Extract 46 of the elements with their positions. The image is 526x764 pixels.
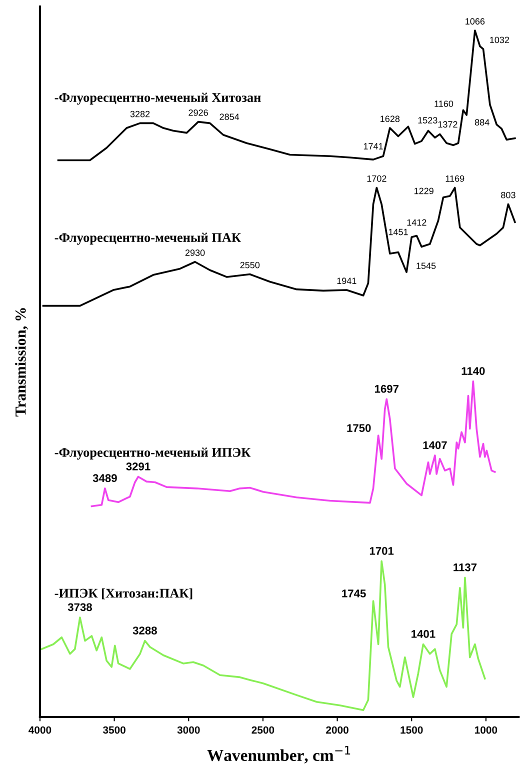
- annotation: 1372: [438, 121, 458, 128]
- annotation: 1750: [347, 424, 371, 432]
- annotation: 1697: [374, 384, 399, 393]
- x-tick-label: 1000: [475, 726, 498, 734]
- text: -Флуоресцентно-меченый ИПЭК: [54, 448, 251, 460]
- y-axis-title: Transmission, %: [15, 308, 28, 417]
- annotation: 1745: [342, 590, 366, 598]
- annotation: 1741: [364, 143, 383, 150]
- annotation: 803: [501, 192, 516, 198]
- annotation: 1407: [423, 441, 447, 450]
- annotation: 2854: [220, 114, 240, 120]
- text: -ИПЭК [Хитозан:ПАК]: [54, 588, 192, 600]
- x-tick-label: 2500: [252, 726, 274, 734]
- annotation: 2926: [188, 109, 208, 116]
- annotation: 3282: [130, 110, 150, 118]
- annotation: 1545: [416, 262, 436, 269]
- annotation: 1412: [407, 219, 426, 226]
- annotation: 1066: [466, 18, 485, 25]
- annotation: 1032: [490, 36, 510, 44]
- x-axis-title: Wavenumber, cm$^{−1}$: [207, 746, 350, 764]
- annotation: 3489: [92, 474, 117, 482]
- x-tick-label: 2000: [326, 726, 348, 734]
- x-tick-label: 3000: [177, 726, 200, 734]
- annotation: 3738: [68, 603, 92, 612]
- annotation: 1401: [412, 630, 436, 638]
- text: -Флуоресцентно-меченый ПАК: [54, 232, 241, 245]
- annotation: 2930: [185, 250, 205, 256]
- annotation: 1941: [337, 278, 356, 284]
- annotation: 1628: [380, 116, 400, 122]
- annotation: 1140: [462, 367, 485, 375]
- annotation: 1160: [434, 100, 454, 107]
- annotation: 1702: [367, 175, 386, 182]
- series-label: -Флуоресцентно-меченый Хитозан: [54, 92, 261, 105]
- annotation: 3288: [132, 626, 157, 634]
- annotation: 1169: [446, 175, 464, 182]
- x-tick-label: 4000: [28, 726, 52, 734]
- x-tick-label: 3500: [102, 726, 126, 734]
- annotation: 1701: [370, 546, 394, 555]
- annotation: 1451: [388, 228, 408, 236]
- annotation: 1523: [418, 117, 438, 124]
- annotation: 884: [474, 119, 490, 126]
- annotation: 2550: [240, 262, 260, 268]
- annotation: 1229: [414, 188, 434, 194]
- annotation: 3291: [126, 462, 150, 470]
- annotation: 1137: [454, 563, 477, 572]
- x-tick-label: 1500: [400, 726, 423, 734]
